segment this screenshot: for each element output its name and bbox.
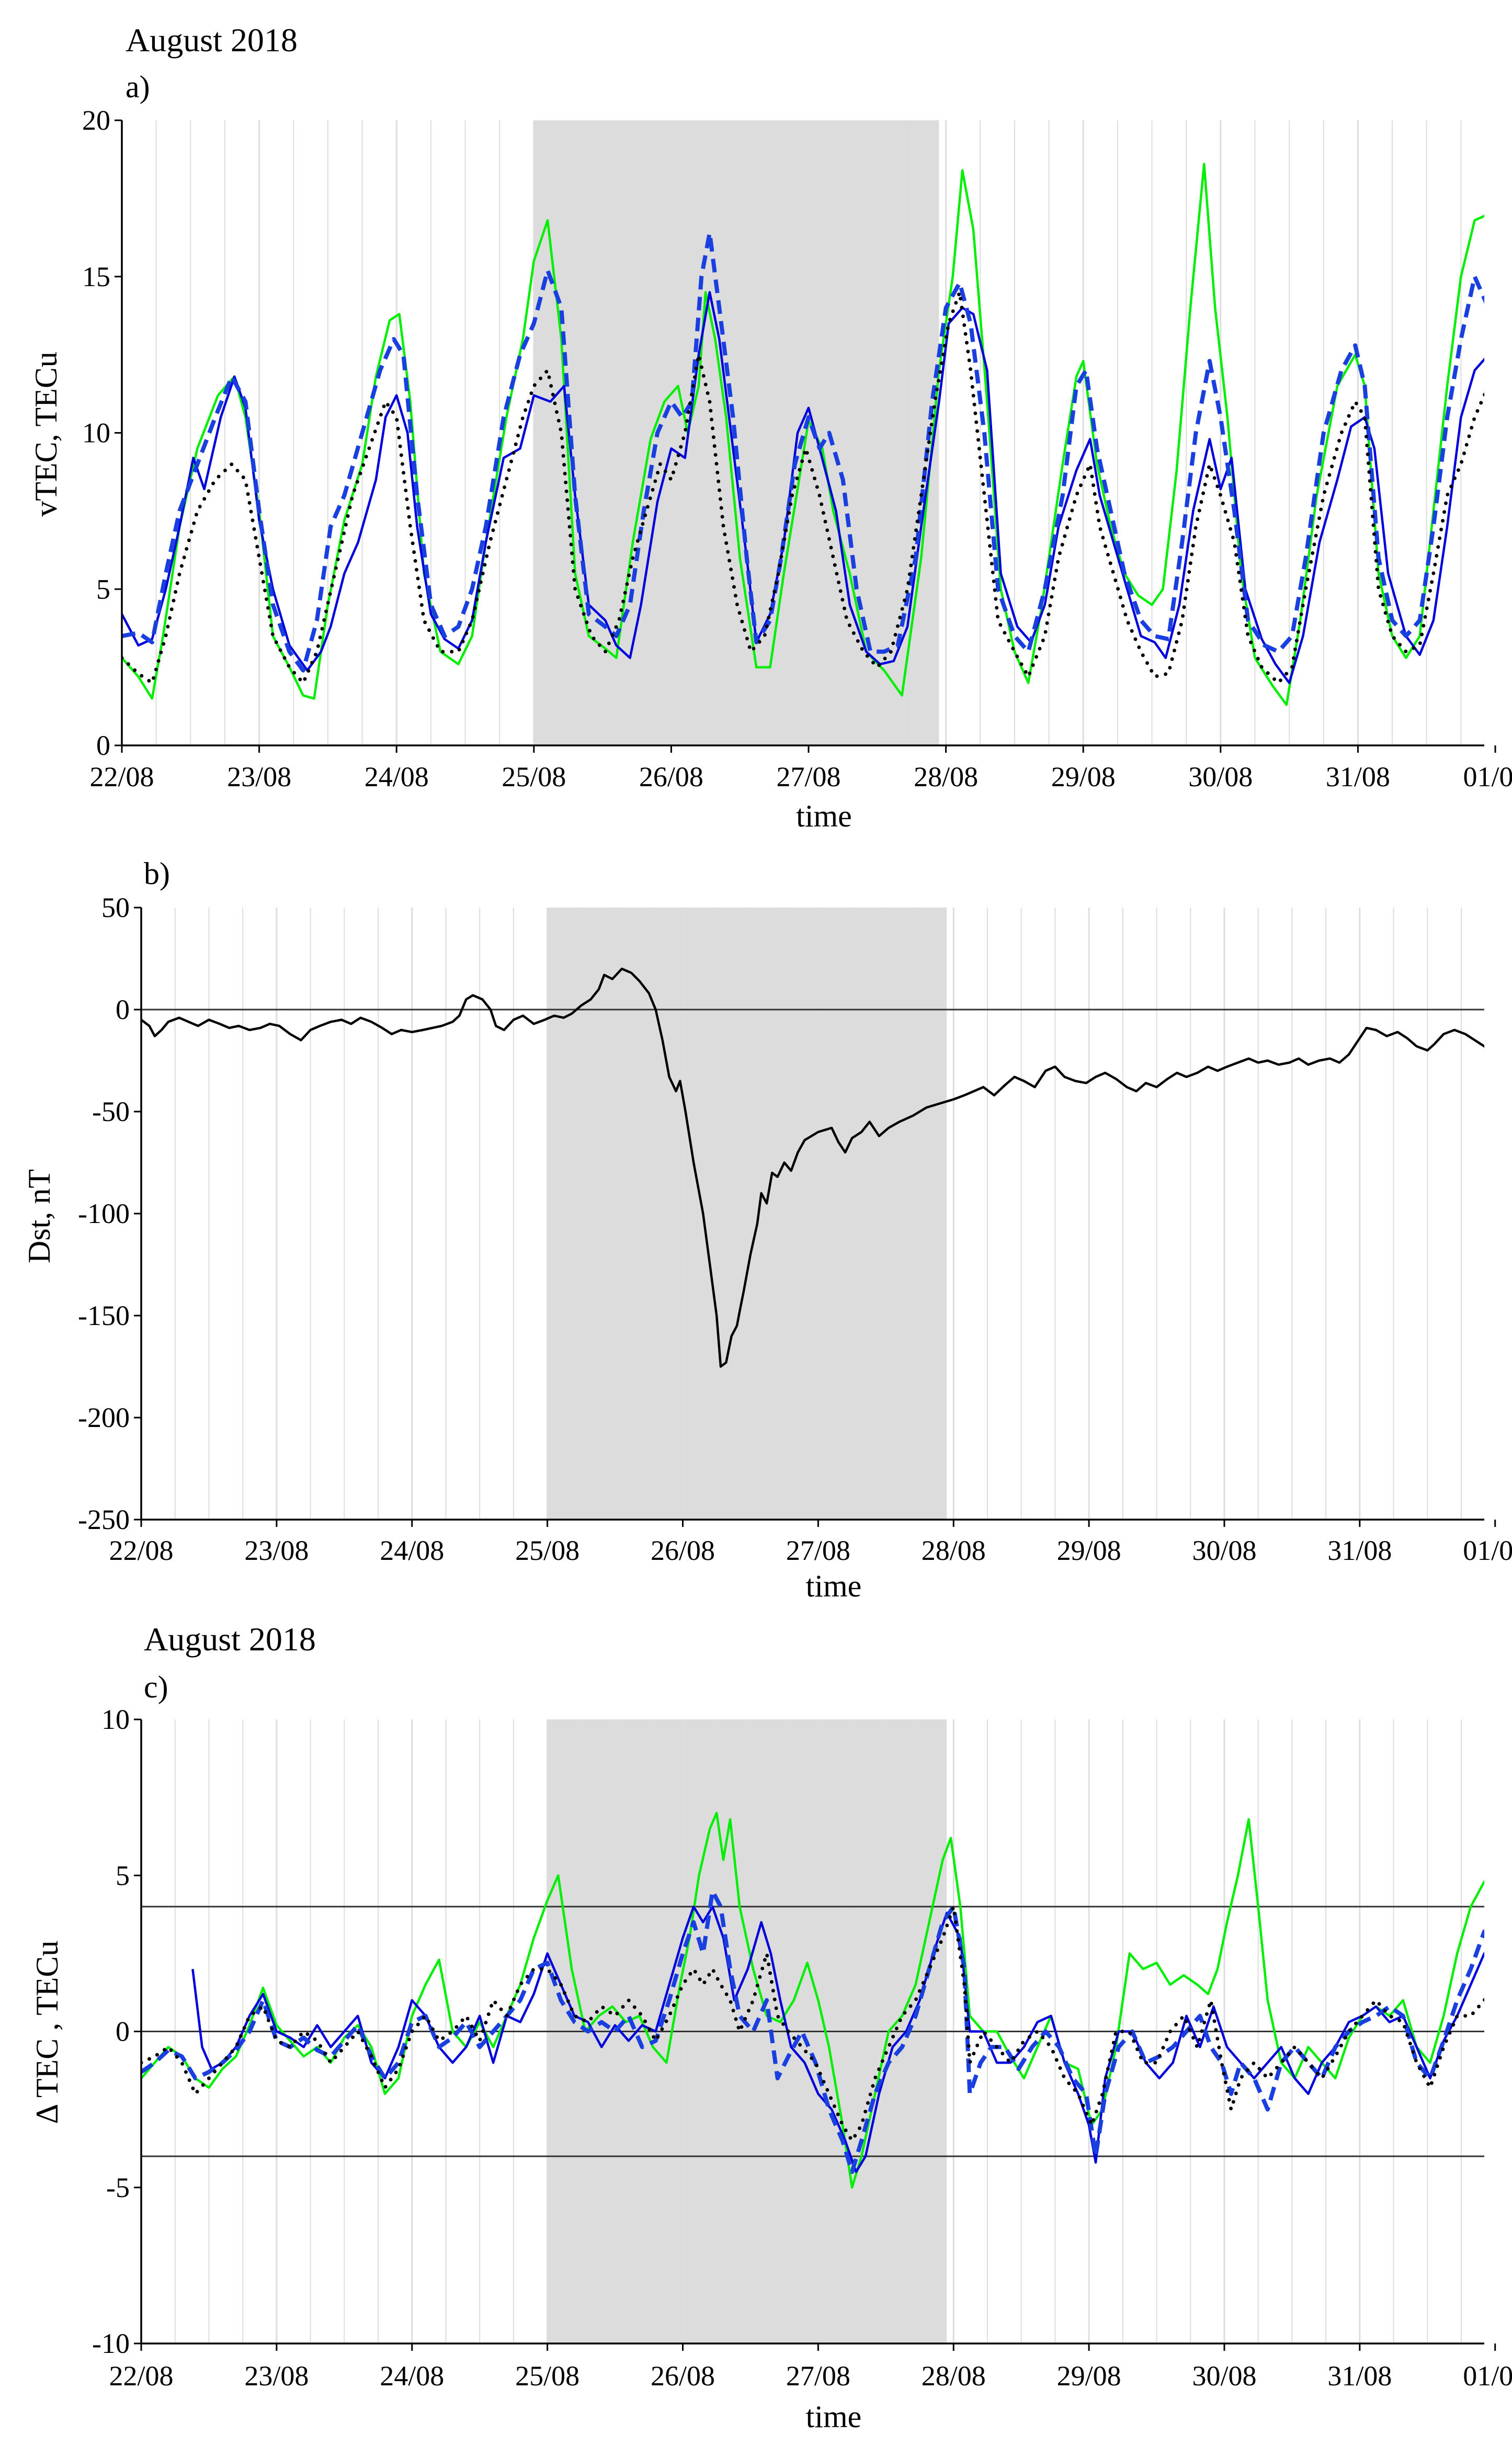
y-axis-title: Dst, nT [22,1169,56,1263]
y-tick-label: 0 [116,994,130,1025]
x-tick-label: 30/08 [1188,761,1253,792]
chart-panel-a: 0 5 10 15 20 22/08 23/08 24/08 25/08 26/08 27/08 28… [29,21,1512,833]
x-tick-label: 30/08 [1192,1535,1256,1566]
x-tick-label: 31/08 [1326,761,1390,792]
x-tick-label: 28/08 [914,761,978,792]
y-tick-label: -150 [78,1300,130,1331]
chart-panel-b: -250 -200 -150 -100 -50 0 50 22/08 23/08 24/08 25/… [22,856,1512,1603]
x-tick-label: 22/08 [109,1535,173,1566]
x-tick-label: 24/08 [380,1535,444,1566]
y-tick-label: 0 [116,2016,130,2047]
x-tick-label: 27/08 [786,2360,850,2392]
y-tick-label: -100 [78,1198,130,1229]
x-tick-label: 27/08 [786,1535,850,1566]
x-tick-label: 30/08 [1192,2360,1256,2392]
y-axis-title: Δ TEC , TECu [30,1941,64,2124]
x-tick-label: 29/08 [1057,1535,1121,1566]
x-tick-label: 24/08 [365,761,429,792]
x-tick-label: 28/08 [922,1535,986,1566]
y-tick-label: 5 [96,573,110,605]
x-tick-label: 25/08 [515,1535,579,1566]
x-axis-title: time [806,2399,862,2434]
y-tick-label: 15 [82,261,110,292]
series-line-blue-dashed [141,1889,1484,2174]
y-tick-label: -5 [106,2172,130,2203]
x-tick-label: 25/08 [502,761,566,792]
x-tick-label: 22/08 [109,2360,173,2392]
panel-label: b) [144,856,170,891]
chart-title: August 2018 [144,1621,316,1658]
x-tick-label: 29/08 [1057,2360,1121,2392]
y-tick-label: -10 [92,2328,130,2359]
y-tick-label: -50 [92,1096,130,1127]
y-tick-label: -200 [78,1402,130,1433]
x-tick-label: 24/08 [380,2360,444,2392]
chart-panel-c: -10 -5 0 5 10 22/08 23/08 24/08 25/08 26/08 27/08 2… [30,1621,1512,2434]
chart-title: August 2018 [126,21,298,59]
y-tick-label: 50 [101,892,130,923]
x-tick-label: 01/09 [1463,761,1512,792]
x-tick-label: 25/08 [515,2360,579,2392]
x-tick-label: 01/09 [1463,2360,1512,2392]
x-tick-label: 23/08 [227,761,291,792]
series-line-black-dotted [141,1905,1484,2143]
series-line-dst [141,967,1484,1368]
panel-label: a) [126,70,150,104]
y-tick-label: 0 [96,730,110,761]
x-tick-label: 22/08 [89,761,154,792]
x-tick-label: 26/08 [651,1535,715,1566]
x-axis-title: time [806,1569,862,1603]
series-line-blue-dashed [122,231,1484,673]
y-tick-label: -250 [78,1504,130,1535]
x-tick-label: 26/08 [639,761,703,792]
y-tick-label: 10 [82,417,110,449]
panel-label: c) [144,1670,168,1704]
series-line-green-solid [141,1811,1484,2189]
x-tick-label: 31/08 [1327,2360,1392,2392]
y-tick-label: 20 [82,105,110,136]
storm-shading [547,908,947,1520]
series-line-blue-solid [122,291,1484,684]
x-tick-label: 23/08 [244,2360,309,2392]
x-tick-label: 01/09 [1463,1535,1512,1566]
x-tick-label: 29/08 [1051,761,1116,792]
y-axis-title: vTEC, TECu [29,352,63,517]
x-tick-label: 23/08 [244,1535,309,1566]
x-tick-label: 27/08 [776,761,840,792]
series-line-green-solid [122,163,1484,706]
x-tick-label: 26/08 [651,2360,715,2392]
y-tick-label: 5 [116,1860,130,1891]
x-axis-title: time [796,799,852,833]
y-tick-label: 10 [101,1704,130,1735]
x-tick-label: 31/08 [1327,1535,1392,1566]
x-tick-label: 28/08 [922,2360,986,2392]
